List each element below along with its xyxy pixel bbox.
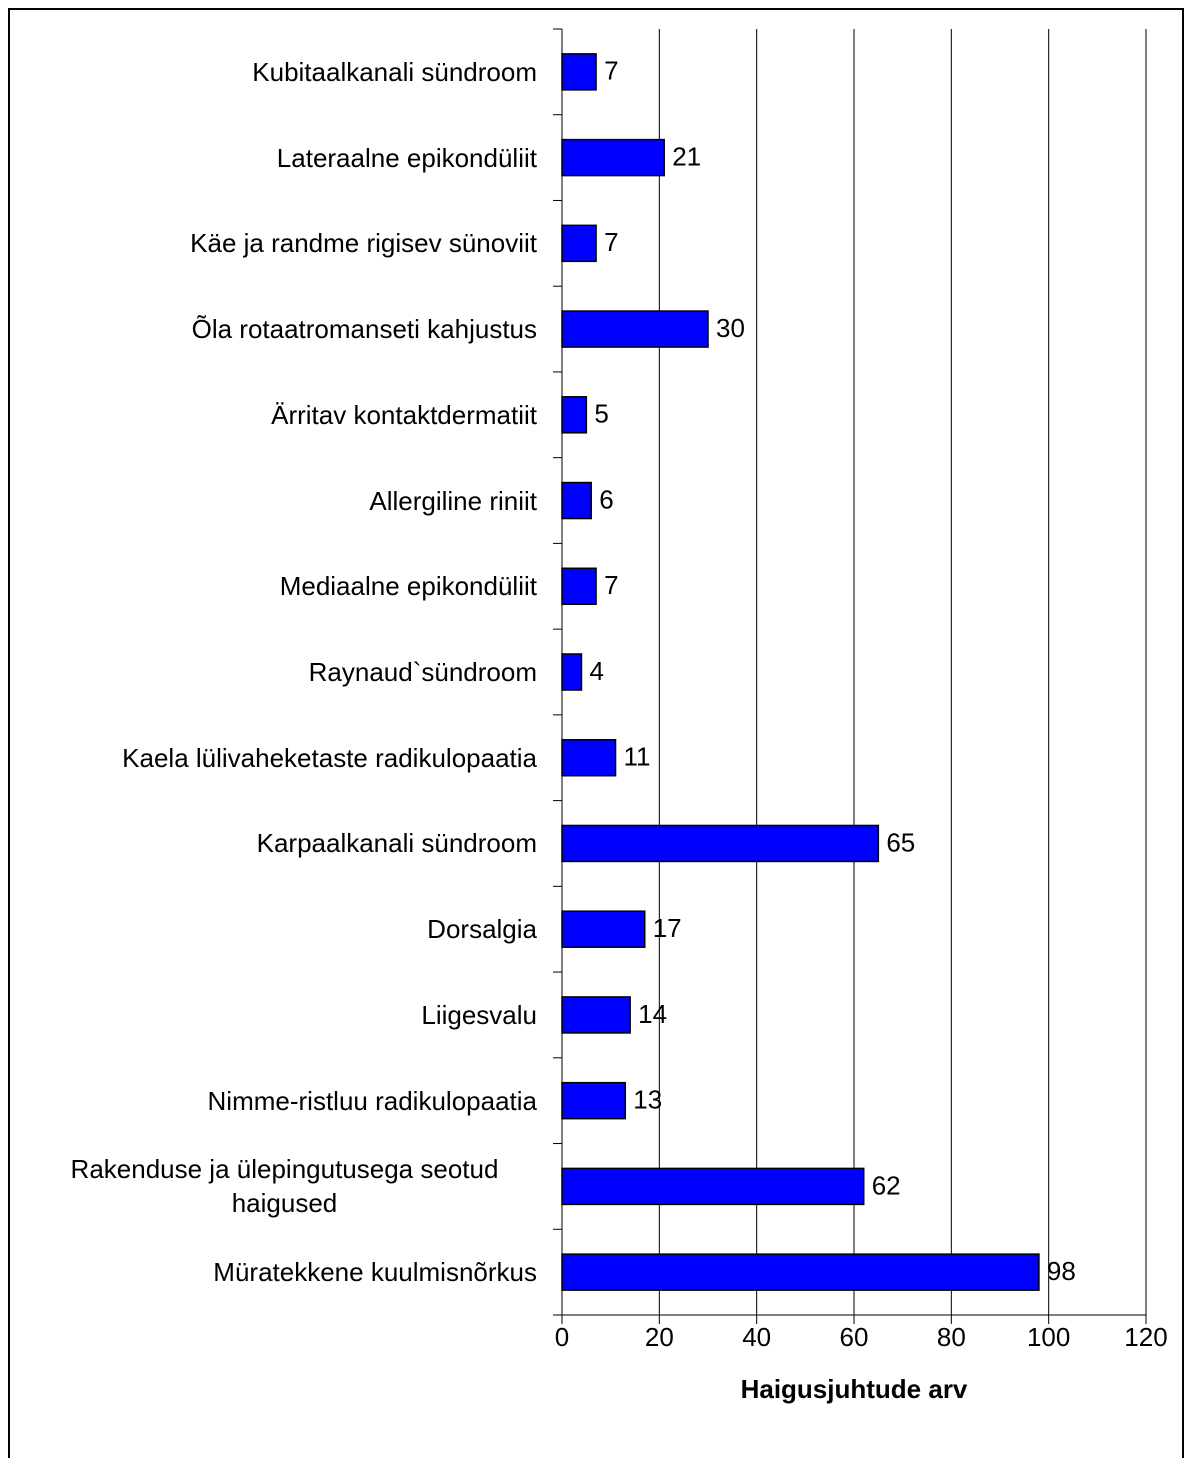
x-tick-label: 80 [937, 1322, 966, 1352]
bar [561, 653, 583, 691]
y-tick-label: Allergiline riniit [369, 485, 537, 516]
x-axis-title: Haigusjuhtude arv [741, 1374, 968, 1404]
value-label: 21 [672, 141, 701, 171]
value-label: 11 [624, 742, 651, 772]
value-label: 5 [594, 399, 608, 429]
value-label: 6 [599, 484, 613, 514]
y-tick-label: Dorsalgia [427, 914, 537, 945]
value-label: 98 [1047, 1256, 1076, 1286]
bar [561, 910, 646, 948]
value-label: 30 [716, 313, 745, 343]
y-tick-label: Ärritav kontaktdermatiit [271, 399, 537, 430]
bar [561, 1167, 865, 1206]
y-tick-label: Liigesvalu [421, 999, 537, 1030]
y-tick-label: Raynaud`sündroom [308, 657, 537, 687]
y-tick-label: Müratekkene kuulmisnõrkus [213, 1257, 537, 1288]
value-label: 14 [638, 999, 667, 1029]
chart-border [8, 8, 1184, 1458]
bar [561, 567, 597, 606]
y-tick-label: Kubitaalkanali sündroom [252, 56, 537, 87]
y-tick-label: Käe ja randme rigisev sünoviit [190, 228, 537, 259]
bar [561, 138, 665, 177]
value-label: 7 [604, 56, 618, 86]
bar [561, 996, 631, 1034]
y-tick-label: Rakenduse ja ülepingutusega seotud haigu… [70, 1154, 499, 1219]
y-tick-label: Kaela lülivaheketaste radikulopaatia [122, 742, 537, 773]
bar [561, 396, 588, 434]
bar [561, 738, 617, 777]
value-label: 4 [589, 656, 603, 686]
y-tick-label: Nimme-ristluu radikulopaatia [207, 1085, 537, 1116]
bar [561, 224, 597, 263]
value-label: 62 [872, 1170, 901, 1200]
x-tick-label: 40 [742, 1322, 771, 1352]
value-label: 13 [633, 1085, 662, 1115]
x-tick-label: 100 [1027, 1322, 1070, 1352]
bar [561, 481, 592, 520]
bar [561, 1081, 627, 1120]
value-label: 17 [653, 913, 682, 943]
x-tick-label: 60 [840, 1322, 869, 1352]
y-tick-label: Karpaalkanali sündroom [256, 828, 537, 859]
bar [561, 1253, 1040, 1291]
bar [561, 310, 709, 348]
x-tick-label: 120 [1124, 1322, 1167, 1352]
bar [561, 53, 597, 91]
x-tick-label: 20 [645, 1322, 674, 1352]
value-label: 7 [604, 227, 618, 257]
value-label: 7 [604, 570, 618, 600]
y-tick-label: Lateraalne epikondüliit [276, 142, 537, 173]
y-tick-label: Mediaalne epikondüliit [279, 571, 537, 602]
value-label: 65 [886, 827, 915, 857]
y-tick-label: Õla rotaatromanseti kahjustus [191, 314, 537, 345]
x-tick-label: 0 [555, 1322, 569, 1352]
bar [561, 824, 880, 863]
